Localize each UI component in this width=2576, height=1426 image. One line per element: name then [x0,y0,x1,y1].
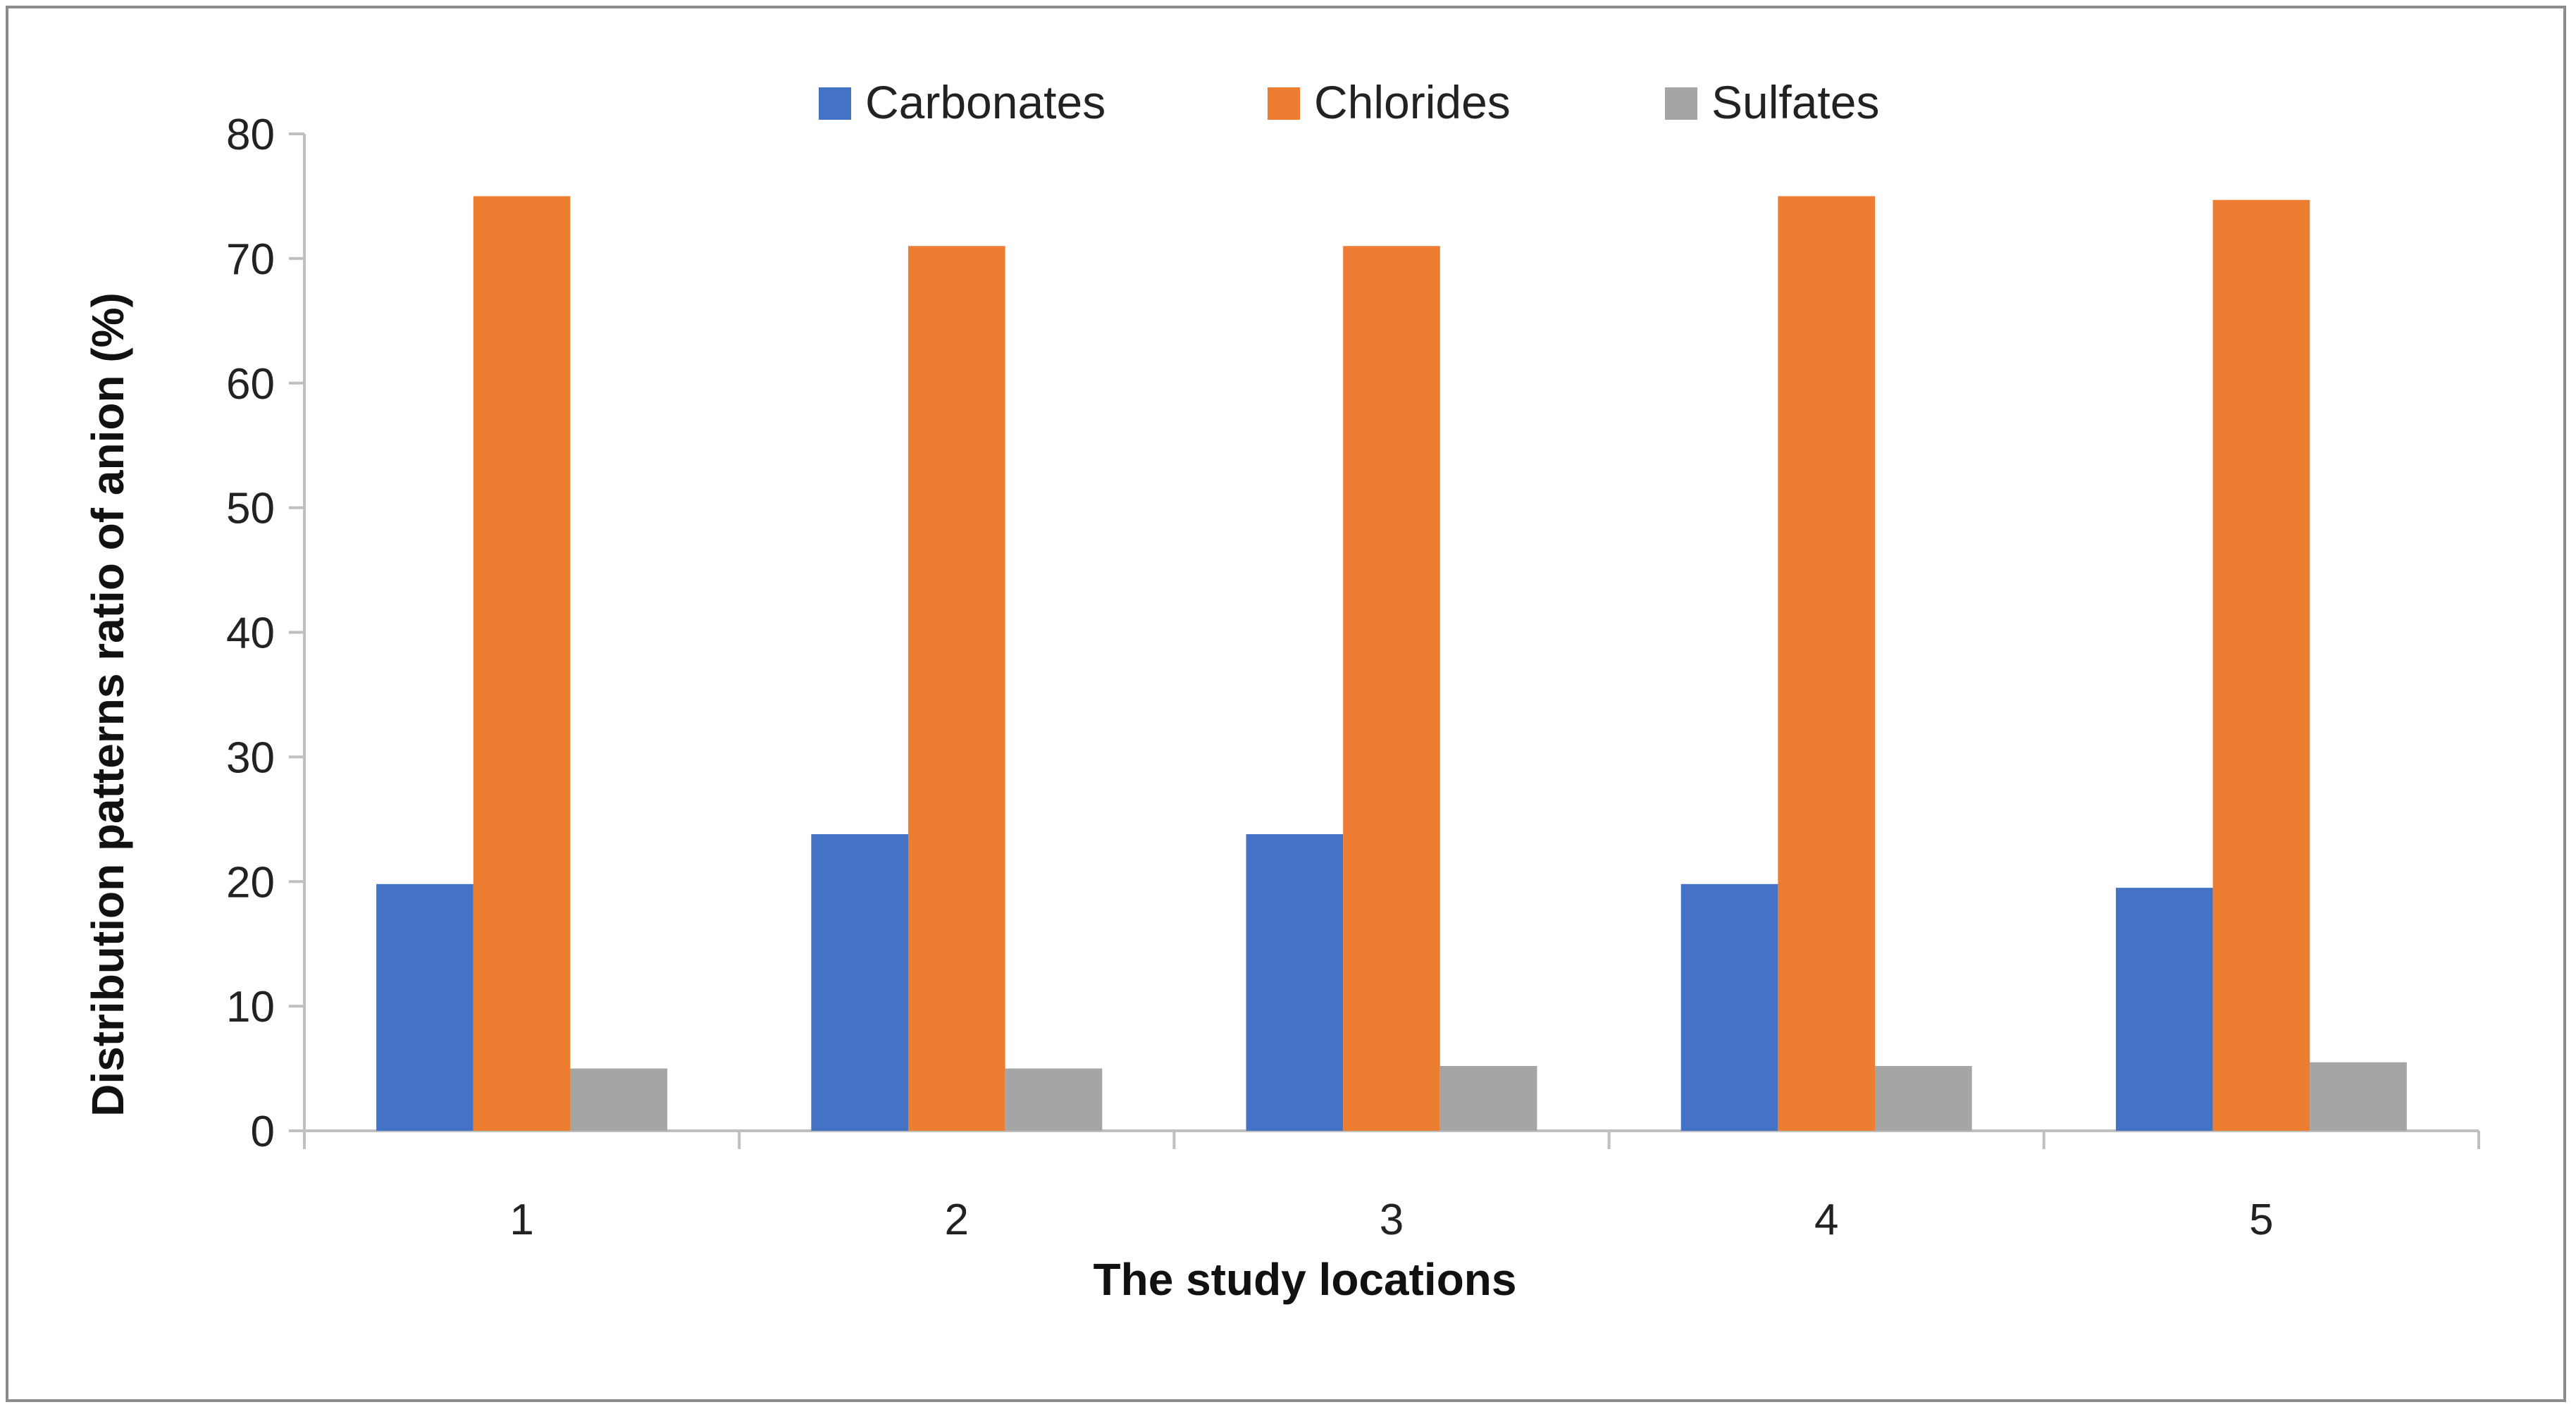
y-tick-label: 40 [226,609,275,658]
x-tick-label: 4 [1814,1196,1838,1244]
y-tick-label: 10 [226,983,275,1031]
bar-chlorides-4 [1778,196,1876,1131]
x-tick-label: 5 [2249,1196,2273,1244]
bar-chlorides-3 [1343,246,1440,1131]
bar-sulfates-1 [570,1068,668,1131]
bar-carbonates-1 [376,884,473,1131]
chart-frame [6,6,2566,1402]
bar-carbonates-3 [1246,834,1344,1131]
x-tick-label: 1 [509,1196,533,1244]
bar-chlorides-2 [908,246,1005,1131]
y-tick-label: 60 [226,360,275,409]
y-tick-label: 50 [226,485,275,533]
legend-item-sulfates: Sulfates [1665,76,1879,128]
x-axis-title: The study locations [1094,1254,1517,1305]
bar-carbonates-2 [811,834,908,1131]
legend-item-chlorides: Chlorides [1268,76,1511,128]
bar-carbonates-5 [2115,888,2213,1131]
legend-label: Carbonates [865,76,1106,128]
legend-label: Sulfates [1711,76,1879,128]
bar-chlorides-1 [473,196,571,1131]
legend-item-carbonates: Carbonates [819,76,1106,128]
x-axis: 1 2 3 4 5 [303,1129,2480,1244]
bars [376,196,2407,1131]
y-axis: 0 10 20 30 40 50 60 70 80 [226,111,306,1156]
legend-swatch [1268,87,1300,120]
bar-chlorides-5 [2212,199,2310,1131]
y-tick-label: 0 [251,1108,275,1156]
x-tick-label: 3 [1380,1196,1404,1244]
y-axis-title: Distribution patterns ratio of anion (%) [82,292,133,1117]
legend: Carbonates Chlorides Sulfates [819,76,1879,128]
bar-sulfates-3 [1439,1066,1537,1131]
y-tick-label: 30 [226,733,275,782]
bar-sulfates-2 [1005,1068,1103,1131]
y-tick-label: 20 [226,858,275,907]
legend-label: Chlorides [1314,76,1511,128]
legend-swatch [819,87,851,120]
x-tick-label: 2 [945,1196,969,1244]
bar-carbonates-4 [1680,884,1778,1131]
y-tick-label: 70 [226,235,275,284]
y-tick-label: 80 [226,111,275,159]
bar-sulfates-5 [2310,1062,2407,1131]
bar-sulfates-4 [1875,1066,1972,1131]
legend-swatch [1665,87,1697,120]
